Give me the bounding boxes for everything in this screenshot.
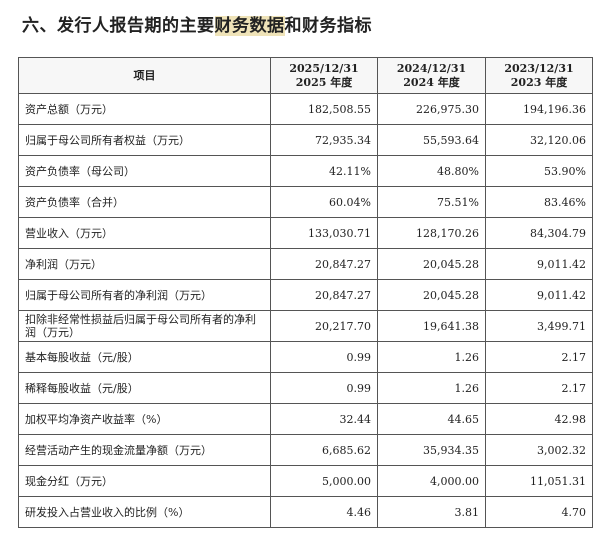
table-row: 归属于母公司所有者的净利润（万元） 20,847.27 20,045.28 9,011… bbox=[18, 279, 593, 311]
title-part: 六、发行人报告期的主要 bbox=[22, 16, 215, 36]
value-cell: 194,196.36 bbox=[485, 93, 593, 125]
item-cell: 净利润（万元） bbox=[18, 248, 271, 280]
value-cell: 133,030.71 bbox=[270, 217, 378, 249]
value-cell: 6,685.62 bbox=[270, 434, 378, 466]
table-row: 资产总额（万元） 182,508.55 226,975.30 194,196.36 bbox=[18, 93, 593, 125]
item-cell: 基本每股收益（元/股） bbox=[18, 341, 271, 373]
value-cell: 32.44 bbox=[270, 403, 378, 435]
value-cell: 4,000.00 bbox=[377, 465, 486, 497]
value-cell: 20,847.27 bbox=[270, 248, 378, 280]
value-cell: 2.17 bbox=[485, 341, 593, 373]
table-row: 营业收入（万元） 133,030.71 128,170.26 84,304.79 bbox=[18, 217, 593, 249]
table-row: 资产负债率（母公司） 42.11% 48.80% 53.90% bbox=[18, 155, 593, 187]
item-cell: 现金分红（万元） bbox=[18, 465, 271, 497]
value-cell: 72,935.34 bbox=[270, 124, 378, 156]
value-cell: 60.04% bbox=[270, 186, 378, 218]
column-header: 2024/12/31 2024 年度 bbox=[377, 57, 486, 94]
item-cell: 资产负债率（合并） bbox=[18, 186, 271, 218]
value-cell: 20,217.70 bbox=[270, 310, 378, 342]
value-cell: 2.17 bbox=[485, 372, 593, 404]
table-row: 归属于母公司所有者权益（万元） 72,935.34 55,593.64 32,120.… bbox=[18, 124, 593, 156]
column-header-line: 2024 年度 bbox=[403, 75, 460, 89]
value-cell: 9,011.42 bbox=[485, 248, 593, 280]
table-row: 扣除非经常性损益后归属于母公司所有者的净利润（万元） 20,217.70 19,64… bbox=[18, 310, 593, 342]
value-cell: 55,593.64 bbox=[377, 124, 486, 156]
value-cell: 3,499.71 bbox=[485, 310, 593, 342]
table-row: 研发投入占营业收入的比例（%） 4.46 3.81 4.70 bbox=[18, 496, 593, 528]
value-cell: 4.70 bbox=[485, 496, 593, 528]
value-cell: 42.98 bbox=[485, 403, 593, 435]
column-header-line: 2023/12/31 bbox=[504, 61, 574, 75]
column-header: 2023/12/31 2023 年度 bbox=[485, 57, 593, 94]
column-header-line: 2024/12/31 bbox=[396, 61, 467, 75]
item-cell: 扣除非经常性损益后归属于母公司所有者的净利润（万元） bbox=[18, 310, 271, 342]
column-header: 2025/12/31 2025 年度 bbox=[270, 57, 378, 94]
table-row: 资产负债率（合并） 60.04% 75.51% 83.46% bbox=[18, 186, 593, 218]
value-cell: 128,170.26 bbox=[377, 217, 486, 249]
value-cell: 5,000.00 bbox=[270, 465, 378, 497]
item-cell: 归属于母公司所有者权益（万元） bbox=[18, 124, 271, 156]
value-cell: 20,847.27 bbox=[270, 279, 378, 311]
value-cell: 3.81 bbox=[377, 496, 486, 528]
item-cell: 经营活动产生的现金流量净额（万元） bbox=[18, 434, 271, 466]
table-row: 现金分红（万元） 5,000.00 4,000.00 11,051.31 bbox=[18, 465, 593, 497]
column-header-line: 项目 bbox=[133, 68, 156, 82]
value-cell: 20,045.28 bbox=[377, 279, 486, 311]
value-cell: 11,051.31 bbox=[485, 465, 593, 497]
value-cell: 83.46% bbox=[485, 186, 593, 218]
value-cell: 20,045.28 bbox=[377, 248, 486, 280]
column-header-line: 2025/12/31 bbox=[289, 61, 359, 75]
title-part: 财务数据 bbox=[214, 16, 285, 36]
value-cell: 3,002.32 bbox=[485, 434, 593, 466]
value-cell: 44.65 bbox=[377, 403, 486, 435]
column-header-line: 2025 年度 bbox=[295, 75, 353, 89]
table-row: 加权平均净资产收益率（%） 32.44 44.65 42.98 bbox=[18, 403, 593, 435]
header-row: 项目 2025/12/31 2025 年度 2024/12/31 2024 年度 2023… bbox=[18, 57, 593, 94]
item-cell: 加权平均净资产收益率（%） bbox=[18, 403, 271, 435]
item-cell: 稀释每股收益（元/股） bbox=[18, 372, 271, 404]
item-cell: 资产负债率（母公司） bbox=[18, 155, 271, 187]
value-cell: 19,641.38 bbox=[377, 310, 486, 342]
table-body: 资产总额（万元） 182,508.55 226,975.30 194,196.36 归属… bbox=[18, 93, 593, 528]
value-cell: 0.99 bbox=[270, 341, 378, 373]
table-row: 净利润（万元） 20,847.27 20,045.28 9,011.42 bbox=[18, 248, 593, 280]
value-cell: 32,120.06 bbox=[485, 124, 593, 156]
value-cell: 48.80% bbox=[377, 155, 486, 187]
section-title: 六、发行人报告期的主要财务数据和财务指标 bbox=[22, 11, 372, 36]
item-cell: 研发投入占营业收入的比例（%） bbox=[18, 496, 271, 528]
value-cell: 9,011.42 bbox=[485, 279, 593, 311]
table-row: 基本每股收益（元/股） 0.99 1.26 2.17 bbox=[18, 341, 593, 373]
item-cell: 营业收入（万元） bbox=[18, 217, 271, 249]
title-part: 和财务指标 bbox=[284, 16, 372, 36]
value-cell: 35,934.35 bbox=[377, 434, 486, 466]
financial-table: 项目 2025/12/31 2025 年度 2024/12/31 2024 年度 2023… bbox=[18, 57, 593, 528]
value-cell: 1.26 bbox=[377, 372, 486, 404]
value-cell: 84,304.79 bbox=[485, 217, 593, 249]
table-head: 项目 2025/12/31 2025 年度 2024/12/31 2024 年度 2023… bbox=[18, 57, 593, 94]
value-cell: 42.11% bbox=[270, 155, 378, 187]
column-header: 项目 bbox=[18, 57, 271, 94]
item-cell: 资产总额（万元） bbox=[18, 93, 271, 125]
table-row: 稀释每股收益（元/股） 0.99 1.26 2.17 bbox=[18, 372, 593, 404]
value-cell: 0.99 bbox=[270, 372, 378, 404]
value-cell: 182,508.55 bbox=[270, 93, 378, 125]
table-row: 经营活动产生的现金流量净额（万元） 6,685.62 35,934.35 3,002.… bbox=[18, 434, 593, 466]
value-cell: 53.90% bbox=[485, 155, 593, 187]
item-cell: 归属于母公司所有者的净利润（万元） bbox=[18, 279, 271, 311]
value-cell: 226,975.30 bbox=[377, 93, 486, 125]
column-header-line: 2023 年度 bbox=[510, 75, 568, 89]
value-cell: 4.46 bbox=[270, 496, 378, 528]
value-cell: 1.26 bbox=[377, 341, 486, 373]
value-cell: 75.51% bbox=[377, 186, 486, 218]
